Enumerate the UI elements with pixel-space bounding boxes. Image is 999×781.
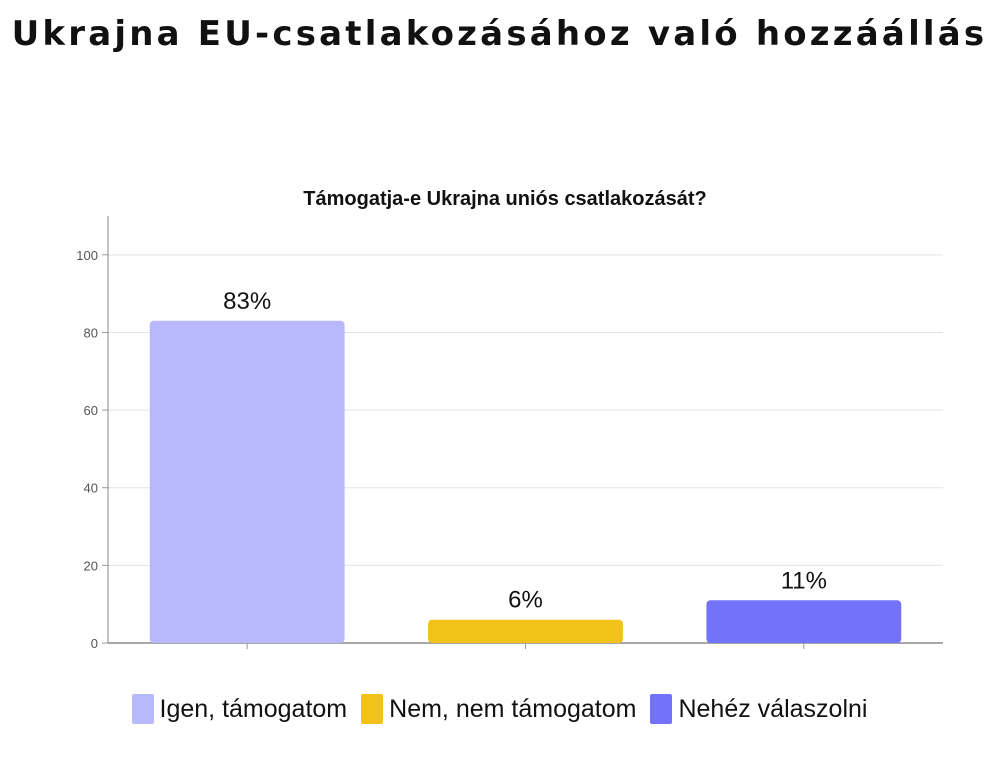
legend-label-igen: Igen, támogatom xyxy=(159,694,348,723)
page-title: Ukrajna EU-csatlakozásához való hozzááll… xyxy=(11,14,988,54)
legend-item-igen: Igen, támogatom xyxy=(131,694,348,724)
legend-item-nem: Nem, nem támogatom xyxy=(361,694,636,724)
bar-value-label-1: 6% xyxy=(508,587,543,614)
bar-value-label-2: 11% xyxy=(781,567,827,594)
y-tick-label-40: 40 xyxy=(84,481,98,496)
legend-item-nehez: Nehéz válaszolni xyxy=(650,694,867,724)
bar-0 xyxy=(149,320,345,643)
bar-value-label-0: 83% xyxy=(223,288,271,315)
y-tick-label-0: 0 xyxy=(91,636,98,651)
legend-swatch-nem xyxy=(361,694,384,724)
bar-chart: Támogatja-e Ukrajna uniós csatlakozását?… xyxy=(76,188,943,651)
chart-title: Támogatja-e Ukrajna uniós csatlakozását? xyxy=(303,188,706,210)
bar-2 xyxy=(706,600,902,643)
y-tick-label-20: 20 xyxy=(84,558,98,573)
y-tick-label-60: 60 xyxy=(84,403,98,418)
y-tick-label-80: 80 xyxy=(84,325,98,340)
legend-swatch-nehez xyxy=(650,694,673,724)
legend-swatch-igen xyxy=(131,694,154,724)
legend-label-nehez: Nehéz válaszolni xyxy=(678,694,868,723)
bar-1 xyxy=(428,619,623,643)
y-tick-label-100: 100 xyxy=(76,248,98,263)
chart-legend: Igen, támogatom Nem, nem támogatom Nehéz… xyxy=(0,694,999,724)
legend-label-nem: Nem, nem támogatom xyxy=(389,694,637,723)
